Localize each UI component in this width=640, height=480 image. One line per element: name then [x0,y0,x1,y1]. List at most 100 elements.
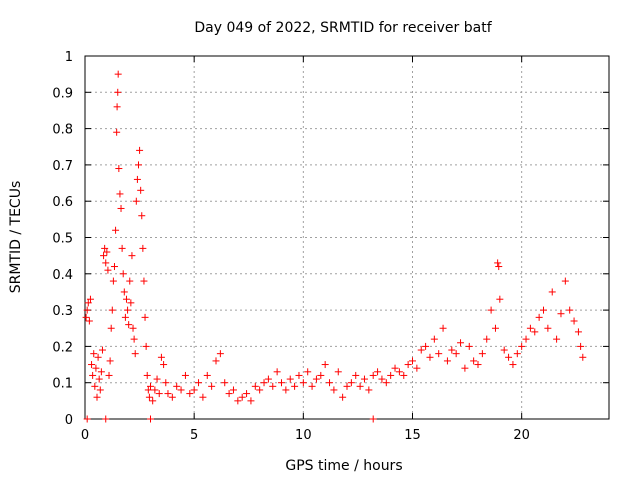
data-point [100,252,108,260]
data-point [391,364,399,372]
data-point [101,244,109,252]
data-point [474,361,482,369]
data-point [334,368,342,376]
data-point [88,361,96,369]
data-point [269,382,277,390]
x-axis-label: GPS time / hours [285,458,402,474]
y-tick-label: 0.4 [52,268,73,283]
data-point [273,368,281,376]
data-point [548,288,556,296]
data-point [98,346,106,354]
data-point [435,350,443,358]
data-point [181,371,189,379]
data-point [95,375,103,383]
data-point [299,379,307,387]
x-tick-label: 10 [295,428,312,443]
data-point [102,415,110,423]
data-point [430,335,438,343]
data-point [264,375,272,383]
data-point [147,382,154,390]
data-point [142,342,150,350]
data-point [339,393,347,401]
data-point [129,324,137,332]
data-point [212,357,220,365]
data-point [113,128,121,136]
data-point [304,368,312,376]
data-point [121,313,129,321]
data-point [330,386,338,394]
data-point [505,353,513,361]
y-axis-label: SRMTID / TECUs [8,181,24,294]
data-point [190,386,198,394]
data-point [141,313,149,321]
data-point [557,310,565,318]
data-point [495,263,503,271]
data-point [136,146,144,154]
data-point [130,335,138,343]
data-point [260,379,268,387]
data-point [509,361,517,369]
data-point [439,324,447,332]
data-point [109,277,117,285]
data-point [256,386,264,394]
data-point [404,361,412,369]
y-tick-label: 0.2 [52,340,73,355]
data-point [102,259,110,267]
data-point [286,375,294,383]
data-point [155,390,163,398]
data-points [82,70,587,423]
data-point [117,204,125,212]
x-tick-label: 0 [81,428,89,443]
y-tick-label: 0.7 [52,159,73,174]
data-point [247,397,255,405]
data-point [483,335,491,343]
data-point [452,350,460,358]
data-point [82,313,90,321]
data-point [487,306,495,314]
data-point [426,353,434,361]
data-point [131,350,139,358]
data-point [151,386,159,394]
data-point [162,379,170,387]
y-tick-label: 0.6 [52,195,73,210]
data-point [409,357,416,365]
data-point [132,197,140,205]
data-point [308,382,316,390]
data-point [535,313,543,321]
data-point [106,357,114,365]
data-point [160,361,168,369]
data-point [360,375,368,383]
data-point [221,379,229,387]
data-point [243,390,251,398]
data-point [448,346,456,354]
data-point [382,379,390,387]
data-point [478,350,486,358]
data-point [566,306,574,314]
data-point [208,382,216,390]
data-point [347,379,355,387]
data-point [122,295,130,303]
data-point [140,277,148,285]
data-point [164,390,172,398]
y-tick-label: 0.3 [52,304,73,319]
data-point [282,386,290,394]
data-point [225,390,233,398]
axis-ticks: 0 5 10 15 20 0 0.1 0.2 0.3 0.4 0.5 0.6 0.7 0.8 0.9 1 [52,50,609,443]
data-point [93,393,101,401]
data-point [461,364,469,372]
data-point [579,353,587,361]
data-point [115,165,123,173]
x-tick-label: 20 [513,428,530,443]
data-point [124,306,132,314]
data-point [105,371,113,379]
data-point [374,368,382,376]
data-point [96,386,104,394]
y-tick-label: 0.9 [52,86,73,101]
data-point [108,306,116,314]
data-point [574,328,582,336]
data-point [234,397,242,405]
data-point [103,248,111,256]
data-point [312,375,320,383]
data-point [92,364,100,372]
